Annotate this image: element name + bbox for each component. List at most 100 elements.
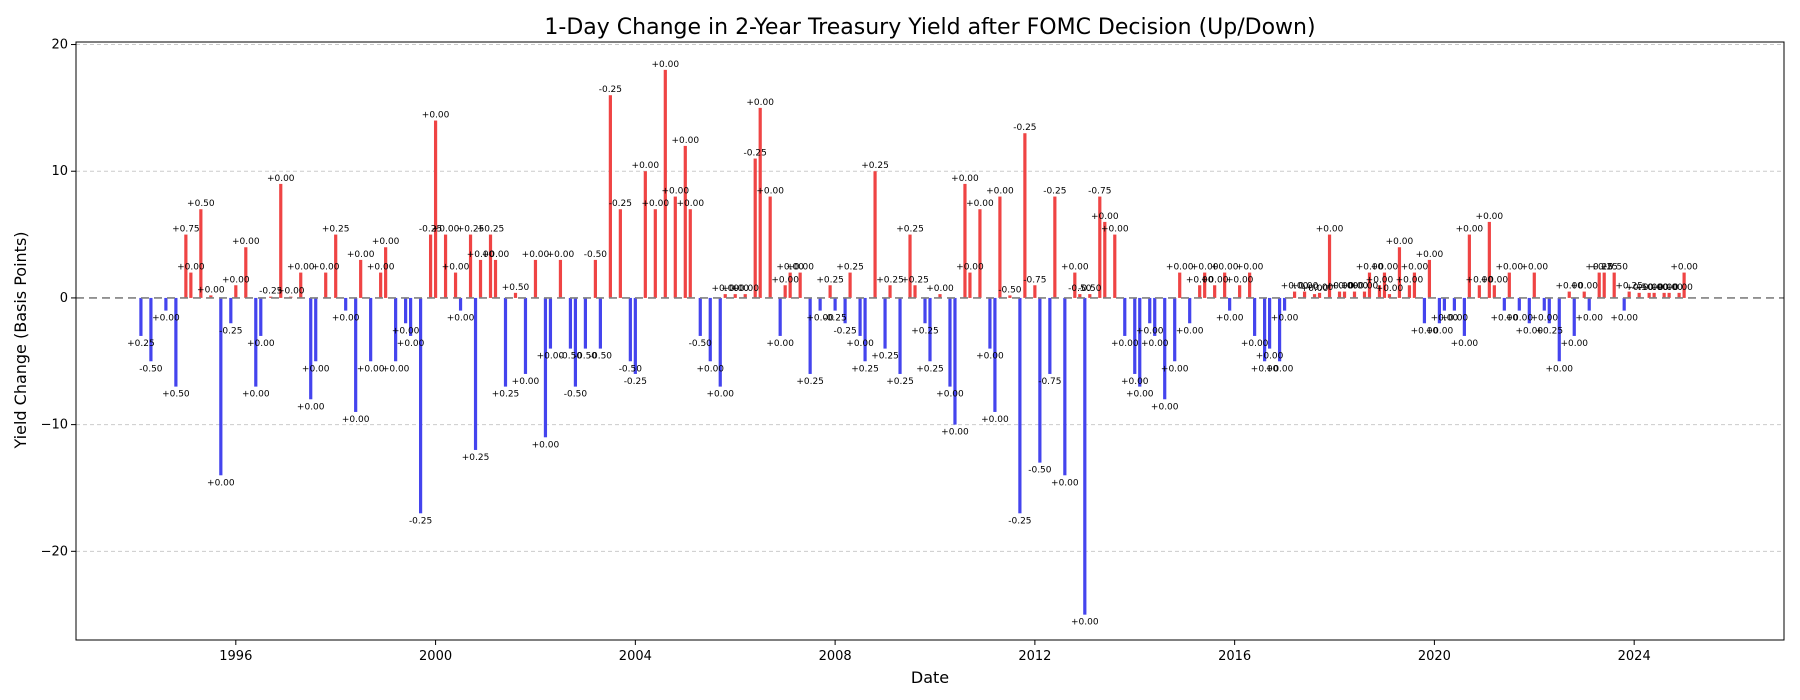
bar <box>988 297 992 349</box>
bar-label: +0.25 <box>1590 263 1618 273</box>
bar-label: +0.00 <box>537 352 565 362</box>
bar <box>1153 297 1157 336</box>
bar <box>808 297 812 374</box>
bar-label: +0.00 <box>976 352 1004 362</box>
bar <box>1163 297 1167 400</box>
bar <box>244 247 248 298</box>
bar-label: +0.25 <box>886 377 914 387</box>
bar-label: +0.00 <box>1176 326 1204 336</box>
bar <box>788 272 792 298</box>
bar <box>758 107 762 298</box>
bar <box>404 297 408 324</box>
bar-label: +0.00 <box>1051 478 1079 488</box>
bar-label: +0.00 <box>721 284 749 294</box>
bar-label: +0.00 <box>642 199 670 209</box>
bar <box>1382 272 1387 298</box>
bar <box>1263 297 1267 362</box>
bar <box>174 297 178 387</box>
bar-label: +0.00 <box>1071 618 1099 628</box>
bar <box>1387 294 1392 298</box>
bar-label: +0.00 <box>1351 282 1379 292</box>
bar-label: +0.00 <box>397 339 425 349</box>
bar <box>1123 297 1127 336</box>
bar-label: +0.00 <box>512 377 540 387</box>
bar <box>858 297 862 336</box>
bar-label: -0.50 <box>564 390 588 400</box>
bar-label: +0.25 <box>851 364 879 374</box>
y-tick-label: 10 <box>51 164 68 179</box>
bar <box>1597 272 1601 298</box>
bar-label: -0.25 <box>1013 123 1036 133</box>
bar <box>1088 294 1092 298</box>
bar-label: +0.00 <box>1545 364 1573 374</box>
bar-label: +0.00 <box>1266 364 1294 374</box>
x-tick-label: 1996 <box>219 649 252 664</box>
bar <box>1637 292 1641 298</box>
bar-label: +0.00 <box>267 174 295 184</box>
bar-label: +0.25 <box>1615 282 1643 292</box>
bar <box>433 120 438 298</box>
bar-label: +0.00 <box>1211 263 1239 273</box>
bar <box>314 297 318 362</box>
bar-label: +0.00 <box>1386 237 1414 247</box>
bar <box>189 272 193 298</box>
bar-label: -0.25 <box>1008 516 1031 526</box>
bar-label: +0.00 <box>1366 275 1394 285</box>
bar <box>938 294 942 298</box>
bar <box>1532 272 1536 298</box>
bar <box>618 209 622 298</box>
bar <box>1098 196 1102 298</box>
bar-label: +0.00 <box>1431 314 1459 324</box>
bar-label: +0.00 <box>277 287 305 297</box>
bar <box>149 297 153 362</box>
bar <box>254 297 258 387</box>
bar-label: +0.25 <box>836 263 864 273</box>
bar-label: -0.50 <box>559 352 583 362</box>
bar-label: +0.00 <box>1426 326 1454 336</box>
bar <box>833 297 837 311</box>
bar-label: +0.25 <box>127 339 155 349</box>
bar-label: +0.00 <box>1416 250 1444 260</box>
bar-label: -0.50 <box>584 250 608 260</box>
bar-label: +0.00 <box>676 199 704 209</box>
bar <box>583 297 588 349</box>
bar <box>628 297 632 362</box>
x-tick-label: 2000 <box>419 649 452 664</box>
bar <box>743 294 747 298</box>
bar-label: +0.00 <box>632 161 660 171</box>
bar <box>1362 291 1367 298</box>
bar-label: +0.25 <box>796 377 824 387</box>
bar <box>663 69 667 298</box>
bar <box>1397 247 1402 298</box>
bar <box>1477 285 1481 298</box>
bar-label: +0.00 <box>1396 275 1424 285</box>
bar <box>473 297 478 450</box>
bar-label: +0.00 <box>1236 263 1264 273</box>
bar-label: +0.00 <box>671 136 699 146</box>
bar-label: -0.50 <box>589 352 613 362</box>
bar <box>1502 297 1506 311</box>
bar <box>1492 285 1496 298</box>
bar <box>798 272 802 298</box>
bar <box>1213 285 1217 298</box>
bar <box>139 297 143 336</box>
bar-label: +0.00 <box>1061 263 1089 273</box>
bar <box>279 183 283 298</box>
bar-label: +0.00 <box>1575 314 1603 324</box>
bar-label: +0.00 <box>986 187 1014 197</box>
bar <box>1582 291 1586 298</box>
bar <box>1248 272 1252 298</box>
bar-label: +0.00 <box>1226 275 1254 285</box>
bar-label: -0.25 <box>219 326 242 336</box>
bar <box>409 297 413 336</box>
bar <box>548 297 553 349</box>
bar <box>1173 297 1177 362</box>
bar <box>1033 285 1037 298</box>
bar-label: +0.00 <box>1670 263 1698 273</box>
bar-label: +0.00 <box>1481 275 1509 285</box>
bar <box>778 297 782 336</box>
bar <box>1462 297 1466 336</box>
bar-label: +0.00 <box>177 263 205 273</box>
bar-label: +0.00 <box>372 237 400 247</box>
